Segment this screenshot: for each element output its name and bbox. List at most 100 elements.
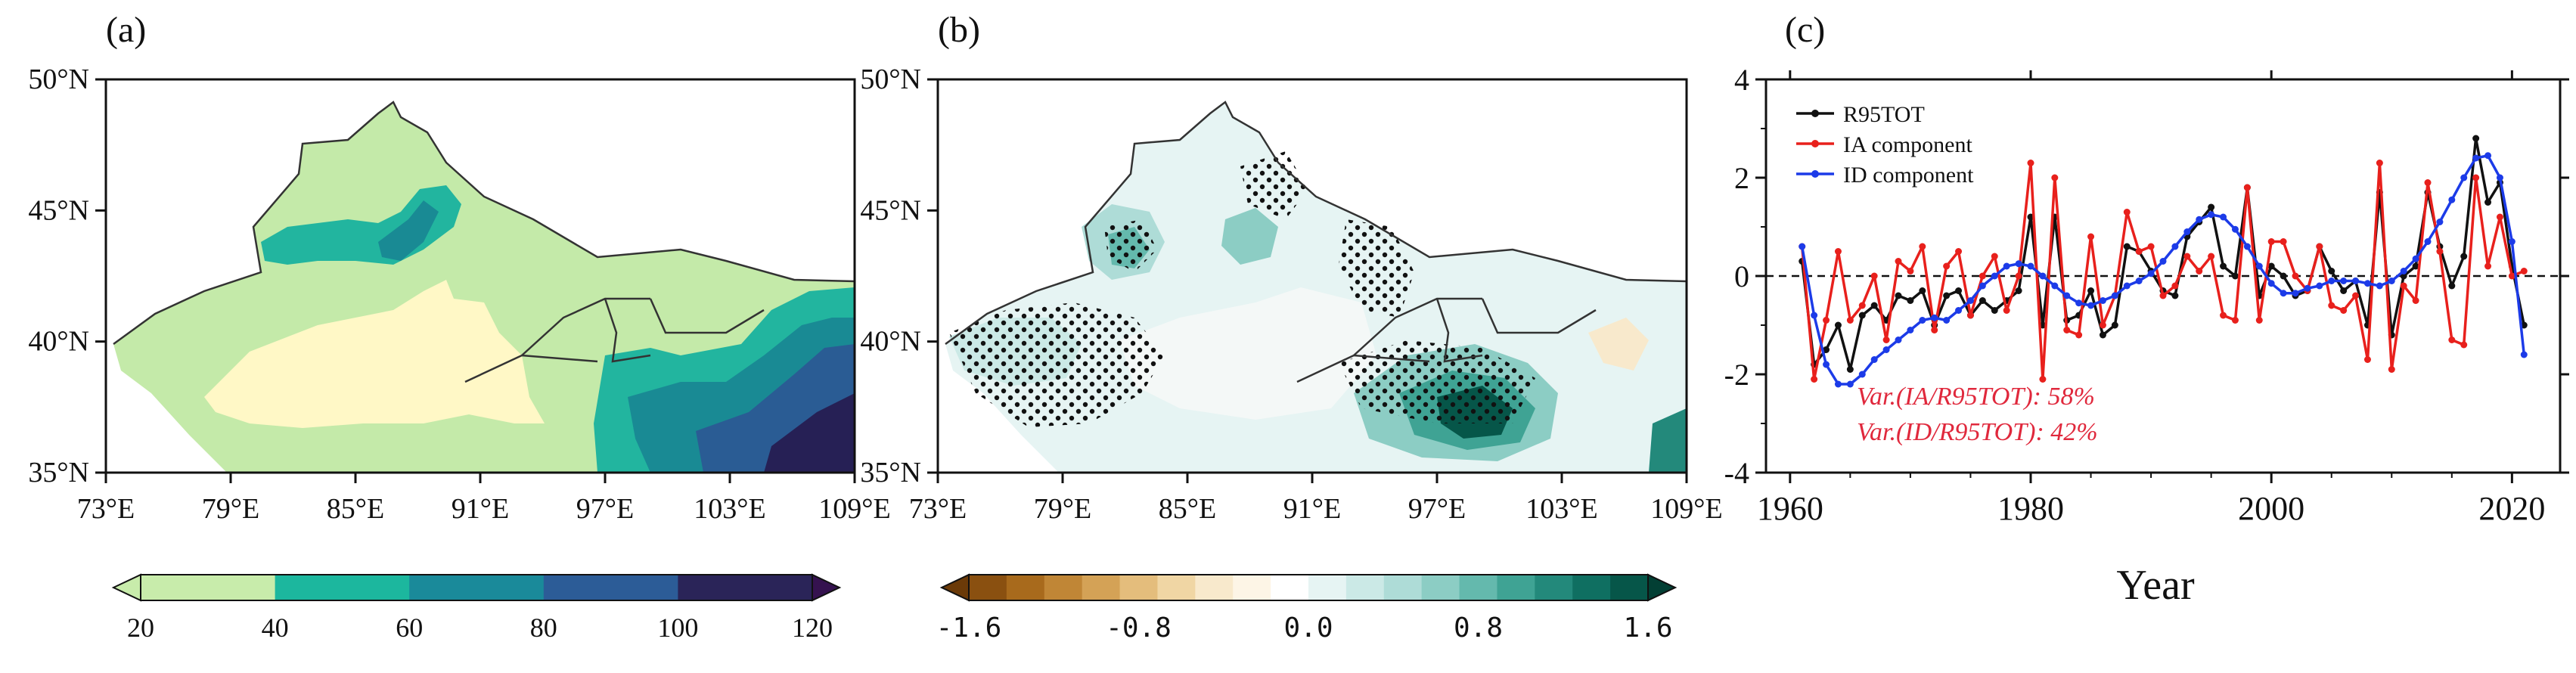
colorbar-swatch [141,575,276,600]
colorbar-swatch [1345,575,1385,600]
data-point-r95tot [1846,366,1854,373]
data-point-id-component [1943,317,1951,324]
lon-tick-label: 91°E [1283,493,1341,525]
data-point-ia-component [2208,253,2215,260]
data-point-ia-component [2243,184,2251,191]
lat-tick-label: 35°N [860,457,921,488]
data-point-r95tot [2412,262,2419,270]
data-point-r95tot [2328,268,2335,274]
data-point-id-component [1907,327,1914,333]
data-point-r95tot [2484,199,2492,206]
data-point-ia-component [2255,317,2263,324]
data-point-r95tot [2111,321,2118,329]
data-point-r95tot [2208,203,2215,211]
data-point-r95tot [2015,287,2022,294]
data-point-id-component [2123,282,2131,290]
data-point-id-component [2520,351,2528,358]
data-point-id-component [2376,282,2383,290]
data-point-ia-component [2448,336,2456,343]
data-point-id-component [2436,219,2444,225]
data-point-id-component [1858,371,1866,378]
data-point-r95tot [2087,287,2095,294]
data-point-id-component [2003,262,2010,270]
data-point-ia-component [2363,356,2371,363]
data-point-id-component [2496,174,2503,181]
province-outline-b [945,101,1687,383]
data-point-id-component [2400,268,2407,274]
data-point-ia-component [2472,174,2480,181]
data-point-ia-component [2436,248,2444,255]
panel-a-colorbar: 20 40 60 80 100 120 [111,573,842,643]
data-point-id-component [2460,174,2468,181]
significance-dots-north [1240,151,1308,219]
data-point-id-component [2243,243,2251,250]
colorbar-swatch [1459,575,1497,600]
lon-tick-label: 79°E [202,493,259,525]
data-point-id-component [2292,290,2299,297]
data-point-id-component [1966,297,1974,304]
colorbar-label: -1.6 [936,613,1002,644]
data-point-id-component [2039,272,2047,280]
data-point-id-component [2508,238,2515,245]
data-point-r95tot [2231,272,2239,280]
data-point-id-component [1919,317,1926,324]
colorbar-frame [140,574,813,601]
data-point-id-component [2352,278,2360,284]
panel-b-axes: 50°N 45°N 40°N 35°N 73°E 79°E 85°E 91°E 97°E 103°… [860,64,1722,525]
data-point-r95tot [2123,243,2131,250]
data-point-ia-component [2123,209,2131,216]
panel-a-map [113,101,855,473]
data-point-ia-component [2496,213,2503,221]
data-point-r95tot [1823,346,1830,353]
colorbar-right-arrow [812,573,842,602]
data-point-ia-component [1834,248,1842,255]
data-point-ia-component [2015,272,2022,280]
data-point-id-component [1895,336,1902,343]
colorbar-swatch [1006,575,1045,600]
lon-tick-label: 73°E [77,493,135,525]
data-point-ia-component [2027,160,2034,166]
data-point-ia-component [2424,179,2432,186]
colorbar-label: -0.8 [1106,613,1172,644]
data-point-ia-component [2183,253,2191,260]
panel-c-label: (c) [1785,10,1825,50]
data-point-ia-component [1811,376,1818,383]
colorbar-swatch [1271,575,1309,600]
colorbar-swatch [1572,575,1611,600]
data-point-r95tot [1834,321,1842,329]
region-b-light [1119,287,1376,420]
data-point-id-component [2388,278,2395,284]
colorbar-swatch [1535,575,1573,600]
colorbar-swatch [1233,575,1271,600]
panel-b-label: (b) [938,10,980,50]
y-tick-label: 4 [1734,63,1749,97]
data-point-ia-component [2508,272,2515,280]
colorbar-swatch [678,575,813,600]
y-tick-label: 2 [1734,161,1749,195]
data-point-ia-component [2075,331,2083,339]
data-point-id-component [2220,213,2227,221]
colorbar-label: 1.6 [1623,613,1672,644]
data-point-id-component [2135,278,2143,284]
data-point-ia-component [1895,258,1902,265]
colorbar-left-arrow [939,573,970,602]
data-point-ia-component [2063,327,2071,333]
data-point-id-component [2159,258,2167,265]
lon-tick-label: 103°E [694,493,765,525]
data-point-r95tot [2400,272,2407,280]
data-point-id-component [2208,211,2215,219]
data-point-id-component [2196,216,2203,223]
colorbar-label: 40 [262,613,289,643]
panel-b-colorbar: -1.6 -0.8 0.0 0.8 1.6 [936,573,1678,644]
data-point-ia-component [2376,160,2383,166]
data-point-id-component [2412,255,2419,262]
data-point-ia-component [2171,282,2179,290]
data-point-r95tot [1943,292,1951,299]
colorbar-swatch [1610,575,1649,600]
data-point-id-component [2075,299,2083,307]
data-point-r95tot [2340,287,2348,294]
colorbar-swatch [1082,575,1121,600]
data-point-r95tot [2280,272,2287,280]
